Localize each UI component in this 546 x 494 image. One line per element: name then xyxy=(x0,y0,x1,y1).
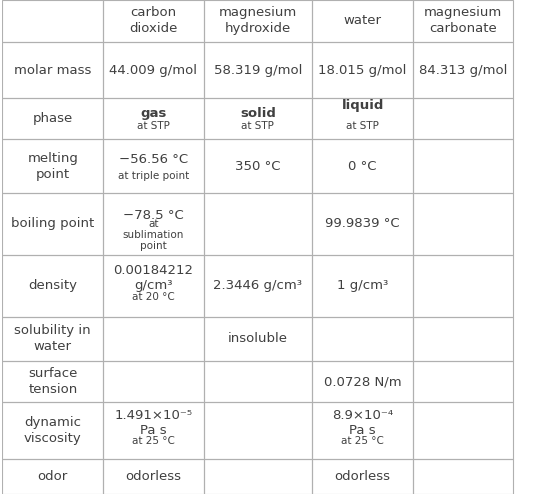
Bar xyxy=(3,42,103,98)
Bar xyxy=(312,317,413,361)
Bar xyxy=(413,255,513,317)
Text: magnesium
carbonate: magnesium carbonate xyxy=(424,6,502,36)
Bar xyxy=(3,193,103,255)
Bar xyxy=(103,361,204,403)
Text: 2.3446 g/cm³: 2.3446 g/cm³ xyxy=(213,279,302,292)
Bar xyxy=(413,139,513,193)
Bar xyxy=(3,0,103,42)
Bar xyxy=(413,0,513,42)
Text: odorless: odorless xyxy=(335,470,390,483)
Text: 44.009 g/mol: 44.009 g/mol xyxy=(109,64,197,77)
Bar xyxy=(103,458,204,494)
Bar xyxy=(413,42,513,98)
Bar xyxy=(204,139,312,193)
Text: 58.319 g/mol: 58.319 g/mol xyxy=(213,64,302,77)
Bar xyxy=(3,139,103,193)
Text: at 25 °C: at 25 °C xyxy=(341,436,384,446)
Bar xyxy=(312,139,413,193)
Bar xyxy=(204,98,312,139)
Text: molar mass: molar mass xyxy=(14,64,91,77)
Text: 84.313 g/mol: 84.313 g/mol xyxy=(419,64,507,77)
Text: solid: solid xyxy=(240,107,276,120)
Text: odorless: odorless xyxy=(126,470,181,483)
Text: phase: phase xyxy=(33,112,73,125)
Text: at
sublimation
point: at sublimation point xyxy=(123,219,184,250)
Bar xyxy=(103,139,204,193)
Text: 0.00184212
g/cm³: 0.00184212 g/cm³ xyxy=(114,264,193,291)
Text: solubility in
water: solubility in water xyxy=(14,325,91,353)
Bar xyxy=(204,317,312,361)
Text: liquid: liquid xyxy=(341,99,384,127)
Text: 99.9839 °C: 99.9839 °C xyxy=(325,217,400,230)
Bar xyxy=(312,403,413,458)
Bar xyxy=(312,458,413,494)
Bar xyxy=(413,361,513,403)
Bar xyxy=(312,42,413,98)
Text: −78.5 °C: −78.5 °C xyxy=(123,209,183,222)
Text: 0 °C: 0 °C xyxy=(348,160,377,172)
Bar xyxy=(204,255,312,317)
Text: odor: odor xyxy=(38,470,68,483)
Text: surface
tension: surface tension xyxy=(28,367,78,396)
Text: density: density xyxy=(28,279,77,292)
Bar xyxy=(204,42,312,98)
Text: −56.56 °C: −56.56 °C xyxy=(118,153,188,165)
Text: boiling point: boiling point xyxy=(11,217,94,230)
Bar xyxy=(103,42,204,98)
Bar xyxy=(312,193,413,255)
Text: insoluble: insoluble xyxy=(228,332,288,345)
Text: carbon
dioxide: carbon dioxide xyxy=(129,6,177,36)
Bar xyxy=(413,98,513,139)
Bar xyxy=(413,458,513,494)
Bar xyxy=(103,317,204,361)
Bar xyxy=(3,403,103,458)
Bar xyxy=(413,317,513,361)
Text: dynamic
viscosity: dynamic viscosity xyxy=(24,416,82,445)
Bar xyxy=(103,193,204,255)
Bar xyxy=(312,361,413,403)
Text: at 20 °C: at 20 °C xyxy=(132,292,175,302)
Bar xyxy=(103,403,204,458)
Bar xyxy=(3,255,103,317)
Text: 18.015 g/mol: 18.015 g/mol xyxy=(318,64,407,77)
Bar xyxy=(3,98,103,139)
Text: 1 g/cm³: 1 g/cm³ xyxy=(337,279,388,292)
Bar xyxy=(204,403,312,458)
Text: gas: gas xyxy=(140,107,167,120)
Bar xyxy=(204,193,312,255)
Bar xyxy=(204,458,312,494)
Bar xyxy=(3,361,103,403)
Text: magnesium
hydroxide: magnesium hydroxide xyxy=(219,6,297,36)
Bar xyxy=(312,255,413,317)
Text: melting
point: melting point xyxy=(27,152,78,181)
Text: 350 °C: 350 °C xyxy=(235,160,281,172)
Bar xyxy=(3,317,103,361)
Text: 1.491×10⁻⁵
Pa s: 1.491×10⁻⁵ Pa s xyxy=(114,409,192,437)
Text: at 25 °C: at 25 °C xyxy=(132,436,175,446)
Bar xyxy=(204,361,312,403)
Text: at triple point: at triple point xyxy=(118,170,189,181)
Bar xyxy=(3,458,103,494)
Text: 0.0728 N/m: 0.0728 N/m xyxy=(324,375,401,388)
Bar xyxy=(312,0,413,42)
Bar xyxy=(103,98,204,139)
Text: at STP: at STP xyxy=(137,121,170,131)
Bar xyxy=(103,255,204,317)
Text: at STP: at STP xyxy=(346,121,379,131)
Bar xyxy=(204,0,312,42)
Bar xyxy=(103,0,204,42)
Bar xyxy=(413,403,513,458)
Bar xyxy=(413,193,513,255)
Bar xyxy=(312,98,413,139)
Text: water: water xyxy=(343,14,382,28)
Text: at STP: at STP xyxy=(241,121,275,131)
Text: 8.9×10⁻⁴
Pa s: 8.9×10⁻⁴ Pa s xyxy=(332,409,393,437)
